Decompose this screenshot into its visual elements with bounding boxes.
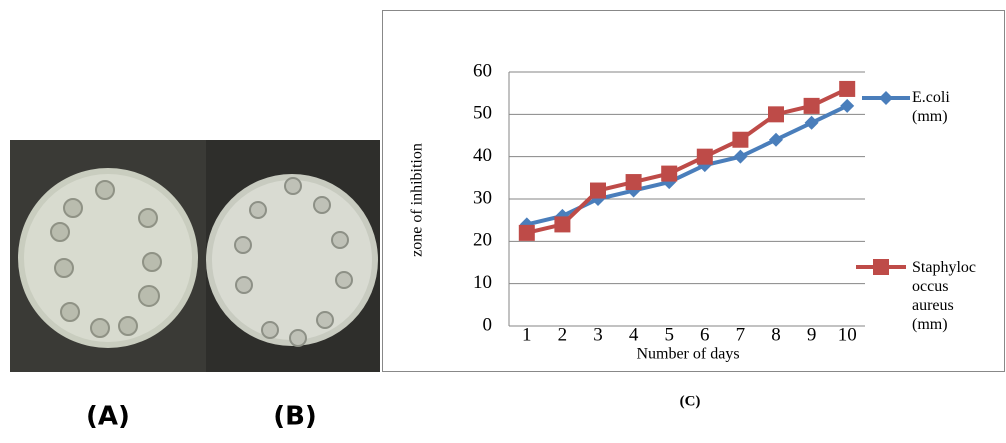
marker	[733, 149, 748, 164]
legend-label: E.coli (mm)	[912, 89, 950, 125]
x-tick-label: 4	[629, 324, 639, 345]
y-tick-label: 30	[473, 187, 492, 208]
marker	[879, 91, 893, 105]
x-tick-label: 3	[593, 324, 603, 345]
plate-photo-a	[10, 140, 206, 372]
y-tick-label: 20	[473, 230, 492, 251]
y-axis-title: zone of inhibition	[409, 143, 426, 257]
marker	[769, 132, 783, 147]
marker	[804, 115, 819, 130]
x-tick-label: 2	[558, 324, 568, 345]
chart-frame	[382, 10, 1005, 372]
marker	[839, 80, 856, 97]
x-tick-label: 1	[522, 324, 532, 345]
marker	[625, 174, 642, 191]
x-tick-label: 6	[700, 324, 710, 345]
y-tick-label: 50	[473, 103, 492, 124]
marker	[803, 97, 820, 114]
x-tick-label: 5	[664, 324, 674, 345]
x-tick-label: 9	[807, 324, 817, 345]
marker	[840, 98, 855, 113]
legend-label: Staphylococcus aureus (mm)	[912, 259, 976, 333]
x-axis-title: Number of days	[636, 346, 739, 363]
panel-label: (B)	[273, 402, 317, 432]
plate-photo-b	[206, 140, 380, 372]
marker	[518, 224, 535, 241]
marker	[696, 148, 713, 165]
marker	[590, 182, 606, 199]
x-tick-label: 8	[771, 324, 781, 345]
y-tick-label: 0	[483, 314, 493, 335]
marker	[768, 106, 784, 123]
marker	[661, 165, 678, 182]
y-tick-label: 60	[473, 60, 492, 81]
panel-label: (A)	[86, 402, 130, 432]
panel-label: (C)	[680, 393, 701, 409]
y-tick-label: 40	[473, 145, 492, 166]
y-tick-label: 10	[473, 272, 492, 293]
x-tick-label: 10	[838, 324, 857, 345]
line	[526, 87, 849, 235]
x-tick-label: 7	[736, 324, 746, 345]
marker	[554, 216, 571, 233]
marker	[732, 131, 749, 148]
marker	[873, 259, 889, 275]
